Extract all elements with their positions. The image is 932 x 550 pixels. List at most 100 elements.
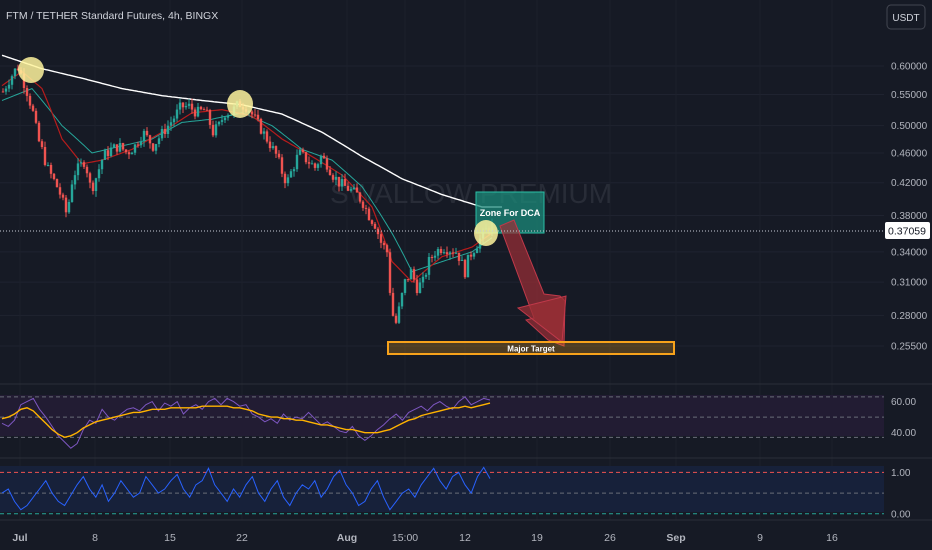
candle-body <box>340 179 344 187</box>
major-target-label: Major Target <box>507 345 555 354</box>
candle-body <box>205 109 209 111</box>
candle-body <box>346 185 350 191</box>
candle-body <box>151 143 155 151</box>
candle-body <box>1 91 5 93</box>
candle-body <box>196 106 200 117</box>
candle-body <box>13 68 17 77</box>
candle-body <box>157 138 161 145</box>
candle-body <box>277 153 281 158</box>
candle-body <box>436 249 440 256</box>
candle-body <box>295 154 299 170</box>
candle-body <box>67 201 71 213</box>
rsi-tick-label: 40.00 <box>891 428 916 439</box>
candle-body <box>175 109 179 119</box>
price-tick-label: 0.34000 <box>891 247 928 258</box>
candle-body <box>121 143 125 150</box>
candle-body <box>229 114 233 116</box>
candle-body <box>211 124 215 136</box>
candle-body <box>199 106 203 110</box>
time-tick-label: Jul <box>12 532 27 544</box>
candle-body <box>298 149 302 155</box>
candle-body <box>7 84 11 89</box>
candle-body <box>79 162 83 164</box>
candle-body <box>265 131 269 142</box>
candle-body <box>292 169 296 172</box>
candle-body <box>373 223 377 229</box>
time-tick-label: Aug <box>337 532 357 544</box>
time-tick-label: Sep <box>666 532 685 544</box>
rsi-signal-line <box>1 402 491 439</box>
candle-body <box>325 158 329 170</box>
candle-body <box>355 187 359 193</box>
downtrend-arrow-head <box>516 295 567 343</box>
candle-body <box>394 315 398 323</box>
candle-body <box>94 178 98 192</box>
candle-body <box>70 184 74 202</box>
candle-body <box>127 152 131 155</box>
candle-body <box>400 292 404 307</box>
candle-body <box>16 68 20 71</box>
candle-body <box>64 197 68 213</box>
candle-body <box>190 103 194 110</box>
time-tick-label: 9 <box>757 532 763 544</box>
candle-body <box>28 95 32 106</box>
candle-body <box>370 220 374 224</box>
time-axis: Jul 8 15 22 Aug 15:00 12 19 26 Sep 9 16 <box>12 532 838 544</box>
candle-body <box>286 177 290 184</box>
candle-body <box>256 114 260 119</box>
candle-body <box>331 175 335 180</box>
candle-body <box>415 279 419 293</box>
rsi-band-bg <box>0 395 884 436</box>
price-tick-label: 0.28000 <box>891 311 928 322</box>
candle-body <box>427 257 431 275</box>
time-tick-label: 22 <box>236 532 248 544</box>
candle-body <box>472 253 476 257</box>
candle-body <box>115 144 119 152</box>
osc-tick-label: 1.00 <box>891 468 911 479</box>
candle-body <box>172 118 176 123</box>
candle-body <box>49 164 53 174</box>
candle-body <box>343 179 347 186</box>
candle-body <box>262 131 266 134</box>
rsi-tick-label: 60.00 <box>891 397 916 408</box>
candle-body <box>40 141 44 148</box>
candle-body <box>445 252 449 255</box>
time-tick-label: 19 <box>531 532 543 544</box>
osc-band-bg <box>0 466 884 512</box>
candle-body <box>118 143 122 152</box>
candle-body <box>250 111 254 115</box>
candle-body <box>361 201 365 208</box>
candle-body <box>454 252 458 254</box>
candle-body <box>43 147 47 165</box>
candle-body <box>76 163 80 176</box>
price-tick-label: 0.25500 <box>891 342 928 353</box>
dca-zone-label: Zone For DCA <box>480 208 541 218</box>
candle-body <box>202 109 206 111</box>
rsi-line <box>1 396 491 449</box>
candle-body <box>88 173 92 183</box>
candle-body <box>328 169 332 176</box>
candle-body <box>37 122 41 142</box>
osc-line <box>1 466 491 511</box>
candle-body <box>274 146 278 154</box>
candle-body <box>421 276 425 283</box>
candle-body <box>349 189 353 191</box>
candle-body <box>91 182 95 192</box>
price-tick-label: 0.42000 <box>891 178 928 189</box>
candle-body <box>253 114 257 116</box>
candle-body <box>448 252 452 255</box>
candle-body <box>433 255 437 258</box>
candle-body <box>382 242 386 246</box>
candle-body <box>316 164 320 168</box>
candle-body <box>130 152 134 155</box>
candle-body <box>61 194 65 198</box>
currency-button-label[interactable]: USDT <box>892 13 919 24</box>
candle-body <box>397 306 401 323</box>
candle-body <box>226 115 230 118</box>
candle-body <box>301 149 305 153</box>
peak-highlight-2 <box>227 90 253 118</box>
candle-body <box>34 110 38 123</box>
candle-body <box>73 175 77 185</box>
candle-body <box>475 248 479 254</box>
currency-button[interactable] <box>886 4 926 30</box>
